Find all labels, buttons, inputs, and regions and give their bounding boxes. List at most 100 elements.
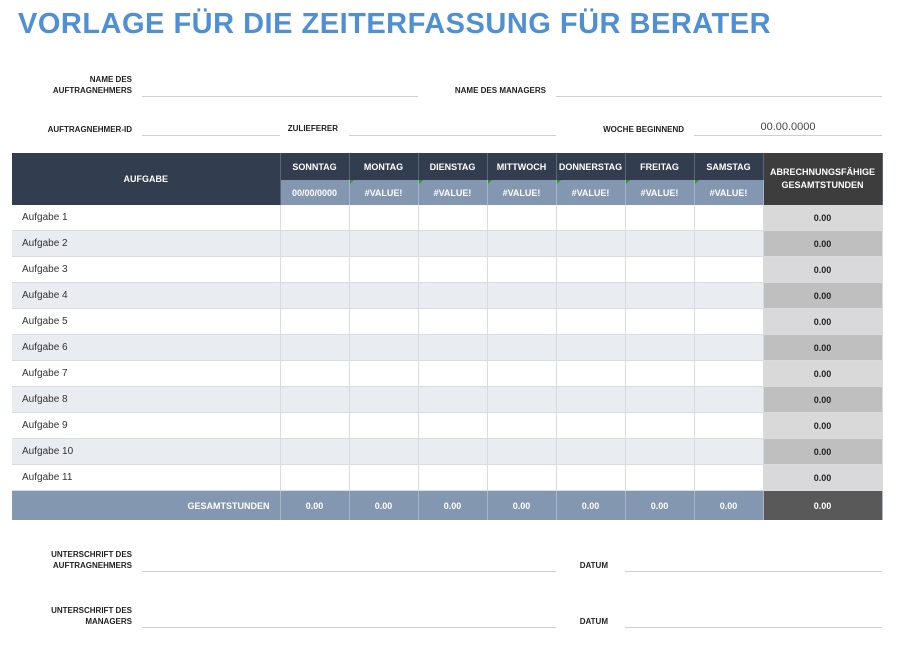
hours-cell[interactable] bbox=[625, 230, 695, 257]
task-cell[interactable]: Aufgabe 4 bbox=[12, 282, 281, 309]
contractor-date-field[interactable] bbox=[625, 557, 882, 572]
hours-cell[interactable] bbox=[556, 230, 626, 257]
hours-cell[interactable] bbox=[625, 386, 695, 413]
hours-cell[interactable] bbox=[349, 256, 419, 283]
task-cell[interactable]: Aufgabe 10 bbox=[12, 438, 281, 465]
hours-cell[interactable] bbox=[349, 282, 419, 309]
hours-cell[interactable] bbox=[487, 230, 557, 257]
hours-cell[interactable] bbox=[349, 438, 419, 465]
hours-cell[interactable] bbox=[625, 256, 695, 283]
hours-cell[interactable] bbox=[349, 308, 419, 335]
hours-cell[interactable] bbox=[556, 308, 626, 335]
task-cell[interactable]: Aufgabe 2 bbox=[12, 230, 281, 257]
hours-cell[interactable] bbox=[487, 334, 557, 361]
hours-cell[interactable] bbox=[625, 308, 695, 335]
hours-cell[interactable] bbox=[487, 256, 557, 283]
hours-cell[interactable] bbox=[349, 386, 419, 413]
hours-cell[interactable] bbox=[625, 438, 695, 465]
contractor-signature-field[interactable] bbox=[142, 557, 556, 572]
hours-cell[interactable] bbox=[280, 360, 350, 387]
hours-cell[interactable] bbox=[418, 334, 488, 361]
hours-cell[interactable] bbox=[625, 205, 695, 231]
task-cell[interactable]: Aufgabe 1 bbox=[12, 205, 281, 231]
manager-name-field[interactable] bbox=[556, 82, 882, 97]
hours-cell[interactable] bbox=[418, 230, 488, 257]
hours-cell[interactable] bbox=[280, 386, 350, 413]
hours-cell[interactable] bbox=[487, 282, 557, 309]
hours-cell[interactable] bbox=[556, 205, 626, 231]
hours-cell[interactable] bbox=[487, 464, 557, 491]
hours-cell[interactable] bbox=[556, 386, 626, 413]
task-cell[interactable]: Aufgabe 8 bbox=[12, 386, 281, 413]
supplier-field[interactable] bbox=[349, 121, 556, 136]
task-cell[interactable]: Aufgabe 5 bbox=[12, 308, 281, 335]
manager-date-field[interactable] bbox=[625, 613, 882, 628]
hours-cell[interactable] bbox=[625, 412, 695, 439]
hours-cell[interactable] bbox=[556, 360, 626, 387]
hours-cell[interactable] bbox=[694, 230, 764, 257]
hours-cell[interactable] bbox=[487, 412, 557, 439]
hours-cell[interactable] bbox=[418, 412, 488, 439]
row-total: 0.00 bbox=[763, 205, 883, 231]
hours-cell[interactable] bbox=[487, 360, 557, 387]
hours-cell[interactable] bbox=[418, 464, 488, 491]
task-cell[interactable]: Aufgabe 9 bbox=[12, 412, 281, 439]
hours-cell[interactable] bbox=[625, 360, 695, 387]
hours-cell[interactable] bbox=[487, 438, 557, 465]
hours-cell[interactable] bbox=[556, 282, 626, 309]
hours-cell[interactable] bbox=[280, 464, 350, 491]
hours-cell[interactable] bbox=[280, 308, 350, 335]
hours-cell[interactable] bbox=[349, 334, 419, 361]
task-cell[interactable]: Aufgabe 6 bbox=[12, 334, 281, 361]
hours-cell[interactable] bbox=[280, 412, 350, 439]
hours-cell[interactable] bbox=[418, 386, 488, 413]
hours-cell[interactable] bbox=[418, 256, 488, 283]
hours-cell[interactable] bbox=[556, 438, 626, 465]
hours-cell[interactable] bbox=[556, 412, 626, 439]
hours-cell[interactable] bbox=[418, 308, 488, 335]
hours-cell[interactable] bbox=[280, 334, 350, 361]
hours-cell[interactable] bbox=[694, 205, 764, 231]
task-cell[interactable]: Aufgabe 3 bbox=[12, 256, 281, 283]
hours-cell[interactable] bbox=[556, 464, 626, 491]
hours-cell[interactable] bbox=[694, 308, 764, 335]
hours-cell[interactable] bbox=[280, 282, 350, 309]
hours-cell[interactable] bbox=[694, 438, 764, 465]
hours-cell[interactable] bbox=[280, 256, 350, 283]
hours-cell[interactable] bbox=[418, 282, 488, 309]
hours-cell[interactable] bbox=[556, 256, 626, 283]
hours-cell[interactable] bbox=[694, 464, 764, 491]
contractor-name-field[interactable] bbox=[142, 82, 418, 97]
hours-cell[interactable] bbox=[349, 205, 419, 231]
hours-cell[interactable] bbox=[280, 205, 350, 231]
hours-cell[interactable] bbox=[418, 438, 488, 465]
totals-label: GESAMTSTUNDEN bbox=[12, 490, 281, 520]
manager-signature-field[interactable] bbox=[142, 613, 556, 628]
task-cell[interactable]: Aufgabe 7 bbox=[12, 360, 281, 387]
week-start-field[interactable]: 00.00.0000 bbox=[694, 121, 882, 136]
hours-cell[interactable] bbox=[349, 412, 419, 439]
day-date[interactable]: 00/00/0000 bbox=[280, 180, 350, 205]
hours-cell[interactable] bbox=[556, 334, 626, 361]
hours-cell[interactable] bbox=[694, 386, 764, 413]
hours-cell[interactable] bbox=[349, 464, 419, 491]
hours-cell[interactable] bbox=[487, 308, 557, 335]
hours-cell[interactable] bbox=[349, 230, 419, 257]
hours-cell[interactable] bbox=[349, 360, 419, 387]
hours-cell[interactable] bbox=[280, 230, 350, 257]
hours-cell[interactable] bbox=[625, 282, 695, 309]
hours-cell[interactable] bbox=[487, 386, 557, 413]
task-cell[interactable]: Aufgabe 11 bbox=[12, 464, 281, 491]
hours-cell[interactable] bbox=[625, 334, 695, 361]
hours-cell[interactable] bbox=[418, 205, 488, 231]
hours-cell[interactable] bbox=[694, 256, 764, 283]
hours-cell[interactable] bbox=[625, 464, 695, 491]
hours-cell[interactable] bbox=[487, 205, 557, 231]
hours-cell[interactable] bbox=[694, 334, 764, 361]
hours-cell[interactable] bbox=[418, 360, 488, 387]
hours-cell[interactable] bbox=[694, 282, 764, 309]
hours-cell[interactable] bbox=[280, 438, 350, 465]
hours-cell[interactable] bbox=[694, 412, 764, 439]
contractor-id-field[interactable] bbox=[142, 121, 280, 136]
hours-cell[interactable] bbox=[694, 360, 764, 387]
